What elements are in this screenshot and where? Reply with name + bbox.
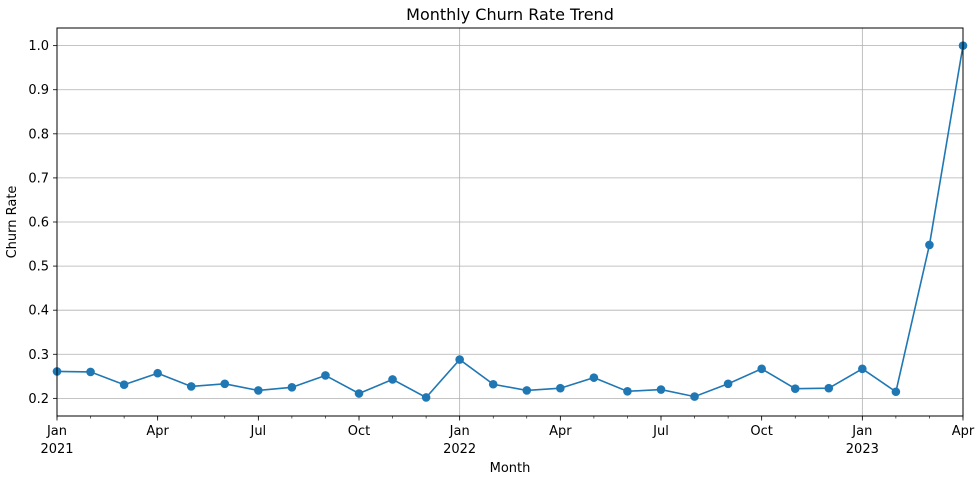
x-axis-label: Month — [490, 461, 531, 476]
data-point — [321, 371, 330, 380]
data-point — [891, 387, 901, 397]
x-tick-label: Jul — [249, 424, 266, 439]
data-point — [757, 364, 766, 374]
y-tick-label: 0.4 — [28, 304, 49, 319]
grid — [57, 28, 963, 416]
x-tick-year-label: 2021 — [40, 442, 73, 457]
x-tick-label: Oct — [348, 424, 370, 439]
x-tick-year-label: 2022 — [443, 442, 476, 457]
chart-title: Monthly Churn Rate Trend — [406, 5, 614, 24]
data-point — [790, 384, 800, 393]
data-point — [287, 383, 297, 392]
x-tick-year-label: 2023 — [846, 442, 879, 457]
x-tick-label: Jan — [449, 424, 470, 439]
data-point — [522, 386, 532, 395]
series-line — [56, 45, 964, 399]
y-tick-label: 0.7 — [28, 171, 49, 186]
x-tick-label: Oct — [750, 424, 772, 439]
data-point — [556, 383, 565, 393]
data-point — [858, 364, 867, 374]
y-tick-label: 0.9 — [28, 83, 49, 98]
data-point — [421, 393, 431, 402]
data-point — [186, 382, 196, 391]
data-point — [623, 387, 632, 396]
y-axis-ticks: 0.2 0.3 0.4 0.5 0.6 0.7 0.8 0.9 1.0 — [28, 39, 57, 407]
data-point — [153, 368, 162, 378]
data-point — [220, 379, 230, 389]
data-point — [119, 380, 129, 389]
x-tick-label: Jan — [851, 424, 872, 439]
data-point — [690, 392, 699, 401]
data-point — [86, 367, 95, 377]
x-tick-label: Jan — [46, 424, 67, 439]
data-point — [254, 386, 263, 395]
data-point — [354, 389, 364, 398]
data-point — [824, 383, 834, 393]
data-point — [388, 375, 397, 384]
plot-frame — [56, 27, 964, 417]
x-tick-label: Apr — [549, 424, 572, 439]
data-point — [925, 240, 934, 250]
y-tick-label: 0.3 — [28, 348, 49, 363]
y-tick-label: 0.5 — [28, 260, 49, 275]
series-layer — [52, 41, 968, 402]
y-tick-label: 0.2 — [28, 392, 49, 407]
x-tick-label: Apr — [146, 424, 169, 439]
data-point — [589, 373, 599, 382]
y-tick-label: 0.6 — [28, 216, 49, 231]
x-tick-label: Apr — [952, 424, 975, 439]
data-point — [455, 355, 464, 364]
y-axis-label: Churn Rate — [5, 186, 20, 259]
y-tick-label: 1.0 — [28, 39, 49, 54]
x-axis-ticks: Jan 2021 Apr Jul Oct Jan 2022 Apr Jul Oct Jan 2023 A… — [40, 416, 975, 457]
y-tick-label: 0.8 — [28, 127, 49, 142]
data-point — [488, 379, 498, 389]
data-point — [723, 379, 733, 389]
x-tick-label: Jul — [652, 424, 669, 439]
data-point — [656, 385, 666, 394]
